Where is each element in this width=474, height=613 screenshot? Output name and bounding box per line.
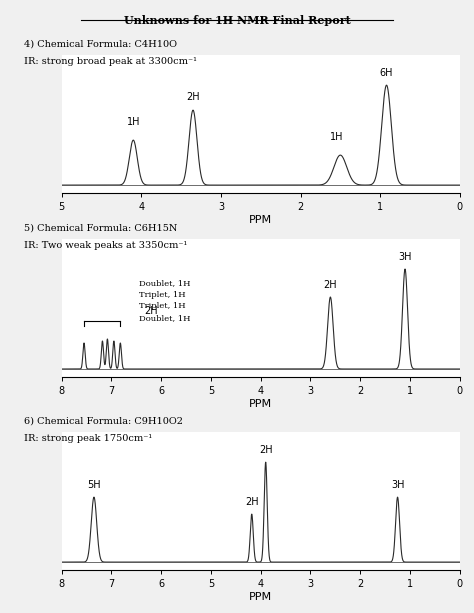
Text: IR: strong broad peak at 3300cm⁻¹: IR: strong broad peak at 3300cm⁻¹ bbox=[24, 57, 197, 66]
Text: 2H: 2H bbox=[324, 280, 337, 290]
Text: 2H: 2H bbox=[245, 497, 258, 507]
Text: 3H: 3H bbox=[398, 252, 412, 262]
X-axis label: PPM: PPM bbox=[249, 399, 272, 409]
X-axis label: PPM: PPM bbox=[249, 592, 272, 602]
Text: 6) Chemical Formula: C9H10O2: 6) Chemical Formula: C9H10O2 bbox=[24, 417, 182, 426]
Text: 6H: 6H bbox=[380, 68, 393, 78]
Text: 1H: 1H bbox=[329, 132, 343, 142]
Text: 3H: 3H bbox=[391, 480, 404, 490]
Text: Unknowns for 1H NMR Final Report: Unknowns for 1H NMR Final Report bbox=[124, 15, 350, 26]
Text: IR: strong peak 1750cm⁻¹: IR: strong peak 1750cm⁻¹ bbox=[24, 434, 152, 443]
Text: Doublet, 1H
Triplet, 1H
Triplet, 1H
Doublet, 1H: Doublet, 1H Triplet, 1H Triplet, 1H Doub… bbox=[139, 279, 190, 322]
Text: IR: Two weak peaks at 3350cm⁻¹: IR: Two weak peaks at 3350cm⁻¹ bbox=[24, 241, 187, 250]
Text: 2H: 2H bbox=[259, 445, 273, 455]
Text: 2H: 2H bbox=[145, 306, 158, 316]
Text: 5) Chemical Formula: C6H15N: 5) Chemical Formula: C6H15N bbox=[24, 224, 177, 233]
X-axis label: PPM: PPM bbox=[249, 215, 272, 225]
Text: 5H: 5H bbox=[87, 480, 101, 490]
Text: 2H: 2H bbox=[186, 92, 200, 102]
Text: 1H: 1H bbox=[127, 117, 140, 127]
Text: 4) Chemical Formula: C4H10O: 4) Chemical Formula: C4H10O bbox=[24, 40, 177, 49]
